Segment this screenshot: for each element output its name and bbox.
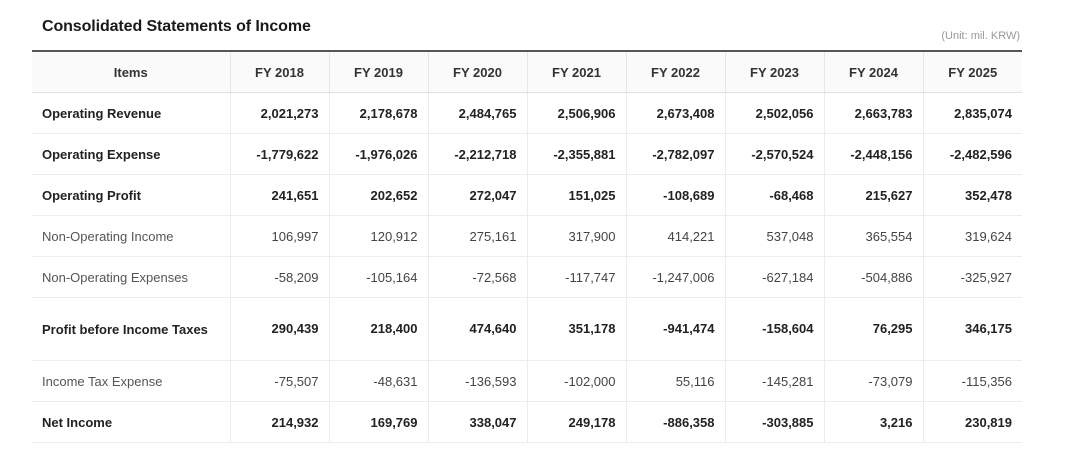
row-label: Non-Operating Income <box>32 215 230 257</box>
table-cell: 338,047 <box>427 401 527 443</box>
column-header-fy2024: FY 2024 <box>823 51 923 93</box>
table-cell: 365,554 <box>823 215 923 257</box>
table-cell: 202,652 <box>328 174 428 216</box>
table-cell: -108,689 <box>625 174 725 216</box>
income-statement-panel: Consolidated Statements of Income (Unit:… <box>32 12 1022 443</box>
column-header-row: Items FY 2018 FY 2019 FY 2020 FY 2021 FY… <box>32 51 1022 93</box>
table-cell: 317,900 <box>526 215 626 257</box>
table-row-net-income: Net Income 214,932 169,769 338,047 249,1… <box>32 401 1022 443</box>
column-header-fy2018: FY 2018 <box>229 51 329 93</box>
row-label: Non-Operating Expenses <box>32 256 230 298</box>
table-cell: -136,593 <box>427 360 527 402</box>
table-header-row: Consolidated Statements of Income (Unit:… <box>32 12 1022 50</box>
table-cell: 474,640 <box>427 297 527 361</box>
table-cell: 215,627 <box>823 174 923 216</box>
table-cell: -2,355,881 <box>526 133 626 175</box>
table-cell: -2,782,097 <box>625 133 725 175</box>
table-cell: -68,468 <box>724 174 824 216</box>
table-row-profit-before-income-taxes: Profit before Income Taxes 290,439 218,4… <box>32 297 1022 361</box>
table-cell: 2,484,765 <box>427 92 527 134</box>
table-cell: 3,216 <box>823 401 923 443</box>
table-cell: 2,835,074 <box>922 92 1022 134</box>
table-cell: 352,478 <box>922 174 1022 216</box>
table-cell: 290,439 <box>229 297 329 361</box>
table-cell: 2,663,783 <box>823 92 923 134</box>
table-cell: -627,184 <box>724 256 824 298</box>
table-cell: 218,400 <box>328 297 428 361</box>
table-cell: -117,747 <box>526 256 626 298</box>
table-cell: 2,673,408 <box>625 92 725 134</box>
table-cell: -303,885 <box>724 401 824 443</box>
table-cell: 120,912 <box>328 215 428 257</box>
table-cell: -75,507 <box>229 360 329 402</box>
table-cell: -105,164 <box>328 256 428 298</box>
row-label: Operating Expense <box>32 133 230 175</box>
table-cell: 106,997 <box>229 215 329 257</box>
table-cell: 214,932 <box>229 401 329 443</box>
column-header-items: Items <box>32 51 230 93</box>
column-header-fy2025: FY 2025 <box>922 51 1022 93</box>
table-cell: 2,502,056 <box>724 92 824 134</box>
table-cell: 275,161 <box>427 215 527 257</box>
row-label: Income Tax Expense <box>32 360 230 402</box>
column-header-fy2021: FY 2021 <box>526 51 626 93</box>
table-cell: -2,448,156 <box>823 133 923 175</box>
table-cell: 76,295 <box>823 297 923 361</box>
table-cell: -158,604 <box>724 297 824 361</box>
table-cell: -886,358 <box>625 401 725 443</box>
table-cell: 249,178 <box>526 401 626 443</box>
table-cell: 55,116 <box>625 360 725 402</box>
table-cell: -504,886 <box>823 256 923 298</box>
table-row-non-operating-expenses: Non-Operating Expenses -58,209 -105,164 … <box>32 256 1022 298</box>
income-statement-table: Items FY 2018 FY 2019 FY 2020 FY 2021 FY… <box>32 50 1022 443</box>
table-cell: 241,651 <box>229 174 329 216</box>
table-cell: 414,221 <box>625 215 725 257</box>
table-cell: -72,568 <box>427 256 527 298</box>
table-cell: 537,048 <box>724 215 824 257</box>
row-label: Profit before Income Taxes <box>32 297 230 361</box>
table-cell: -115,356 <box>922 360 1022 402</box>
table-cell: 351,178 <box>526 297 626 361</box>
table-cell: 2,021,273 <box>229 92 329 134</box>
table-cell: -1,976,026 <box>328 133 428 175</box>
table-cell: -941,474 <box>625 297 725 361</box>
table-cell: 2,178,678 <box>328 92 428 134</box>
row-label: Operating Profit <box>32 174 230 216</box>
table-cell: -58,209 <box>229 256 329 298</box>
table-cell: 319,624 <box>922 215 1022 257</box>
column-header-fy2020: FY 2020 <box>427 51 527 93</box>
row-label: Net Income <box>32 401 230 443</box>
table-cell: -2,570,524 <box>724 133 824 175</box>
table-cell: -48,631 <box>328 360 428 402</box>
row-label: Operating Revenue <box>32 92 230 134</box>
table-cell: -2,212,718 <box>427 133 527 175</box>
table-row-operating-expense: Operating Expense -1,779,622 -1,976,026 … <box>32 133 1022 175</box>
table-cell: -1,779,622 <box>229 133 329 175</box>
column-header-fy2019: FY 2019 <box>328 51 428 93</box>
table-cell: -145,281 <box>724 360 824 402</box>
table-cell: -325,927 <box>922 256 1022 298</box>
table-cell: -1,247,006 <box>625 256 725 298</box>
column-header-fy2022: FY 2022 <box>625 51 725 93</box>
table-cell: 2,506,906 <box>526 92 626 134</box>
column-header-fy2023: FY 2023 <box>724 51 824 93</box>
table-cell: 346,175 <box>922 297 1022 361</box>
unit-label: (Unit: mil. KRW) <box>941 30 1020 42</box>
table-cell: 230,819 <box>922 401 1022 443</box>
table-row-non-operating-income: Non-Operating Income 106,997 120,912 275… <box>32 215 1022 257</box>
table-cell: 151,025 <box>526 174 626 216</box>
table-row-income-tax-expense: Income Tax Expense -75,507 -48,631 -136,… <box>32 360 1022 402</box>
table-cell: -102,000 <box>526 360 626 402</box>
table-cell: -2,482,596 <box>922 133 1022 175</box>
table-row-operating-profit: Operating Profit 241,651 202,652 272,047… <box>32 174 1022 216</box>
table-row-operating-revenue: Operating Revenue 2,021,273 2,178,678 2,… <box>32 92 1022 134</box>
table-cell: -73,079 <box>823 360 923 402</box>
table-cell: 169,769 <box>328 401 428 443</box>
page-title: Consolidated Statements of Income <box>42 18 311 35</box>
table-cell: 272,047 <box>427 174 527 216</box>
